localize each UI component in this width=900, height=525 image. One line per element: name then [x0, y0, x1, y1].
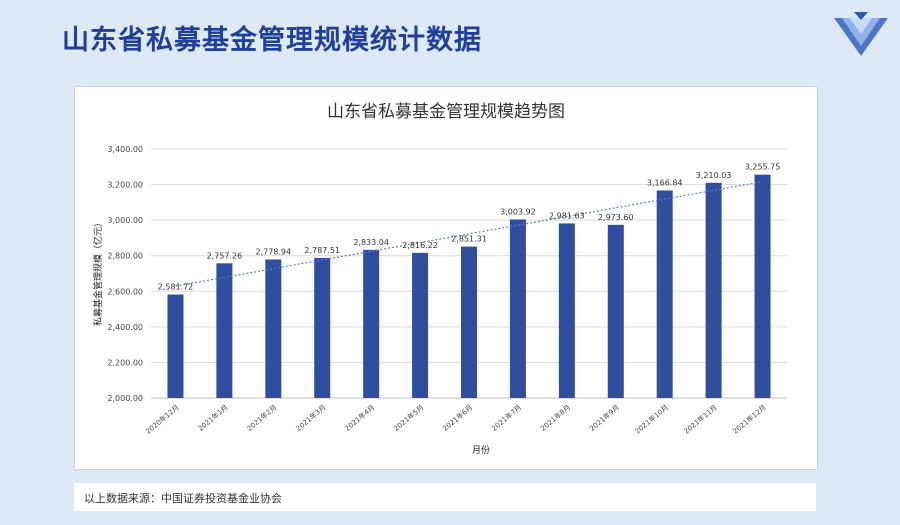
bar	[216, 263, 233, 398]
bar	[558, 223, 575, 398]
bar-chart: 山东省私募基金管理规模趋势图 私募基金管理规模（亿元） 月份 2,581.722…	[92, 102, 787, 456]
bar	[314, 257, 331, 398]
data-label: 2,851.31	[451, 235, 487, 244]
y-tick-label: 2,400.00	[107, 323, 143, 332]
x-tick-label: 2021年10月	[633, 403, 670, 436]
data-label: 2,778.94	[255, 247, 291, 256]
y-tick-label: 2,600.00	[107, 287, 143, 296]
x-tick-label: 2021年1月	[196, 403, 230, 433]
bar	[167, 294, 184, 398]
y-tick-label: 2,200.00	[107, 358, 143, 367]
y-tick-label: 3,400.00	[107, 145, 143, 154]
bar	[607, 224, 624, 398]
x-tick-label: 2021年7月	[490, 403, 524, 433]
bar	[509, 219, 526, 398]
y-axis-label: 私募基金管理规模（亿元）	[92, 218, 104, 326]
bar	[705, 182, 722, 398]
x-axis-label: 月份	[472, 444, 490, 456]
data-label: 2,833.04	[353, 238, 389, 247]
data-label: 3,166.84	[647, 178, 683, 187]
y-tick-label: 3,200.00	[107, 181, 143, 190]
data-label: 3,003.92	[500, 207, 536, 216]
bar	[265, 259, 282, 398]
data-label: 2,581.72	[158, 283, 194, 292]
y-tick-label: 2,000.00	[107, 394, 143, 403]
x-tick-label: 2020年12月	[144, 403, 181, 436]
trendline	[175, 181, 763, 287]
bars	[167, 174, 771, 398]
data-label: 2,787.51	[304, 246, 340, 255]
x-tick-label: 2021年2月	[245, 403, 279, 433]
bar	[461, 246, 477, 398]
data-labels: 2,581.72 2,757.26 2,778.94 2,787.51 2,833.04…	[158, 163, 781, 292]
x-tick-label: 2021年4月	[343, 403, 377, 433]
data-label: 2,757.26	[207, 251, 243, 260]
y-tick-label: 3,000.00	[107, 216, 143, 225]
chart-title: 山东省私募基金管理规模趋势图	[327, 102, 565, 122]
source-bar: 以上数据来源：中国证券投资基金业协会	[74, 483, 816, 511]
x-tick-label: 2021年12月	[731, 403, 768, 436]
data-label: 2,973.60	[598, 213, 634, 222]
chart-card: 山东省私募基金管理规模趋势图 私募基金管理规模（亿元） 月份 2,581.72 2…	[74, 86, 818, 470]
triangle-logo-icon	[834, 12, 888, 56]
x-tick-label: 2021年8月	[539, 403, 573, 433]
bar	[412, 252, 429, 398]
x-tick-label: 2021年11月	[682, 403, 719, 436]
data-label: 3,210.03	[696, 171, 732, 180]
bar	[656, 190, 673, 398]
x-tick-label: 2021年6月	[441, 403, 475, 433]
bar	[754, 174, 771, 398]
x-tick-label: 2021年9月	[587, 403, 621, 433]
source-note: 以上数据来源：中国证券投资基金业协会	[84, 492, 282, 505]
data-label: 2,816.22	[402, 241, 438, 250]
y-tick-label: 2,800.00	[107, 252, 143, 261]
trend-line	[175, 181, 763, 287]
data-label: 3,255.75	[745, 163, 781, 172]
bar	[363, 249, 380, 398]
x-tick-label: 2021年5月	[392, 403, 426, 433]
x-tick-label: 2021年3月	[294, 403, 328, 433]
page-title: 山东省私募基金管理规模统计数据	[62, 25, 482, 56]
data-label: 2,981.63	[549, 211, 585, 220]
